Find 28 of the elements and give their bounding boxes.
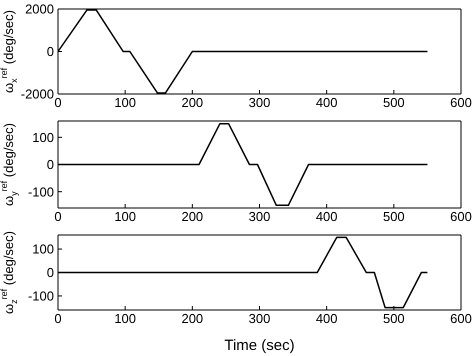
y-tick-label: -100 xyxy=(28,184,54,200)
x-tick-label: 500 xyxy=(382,95,405,110)
x-axis-title: Time (sec) xyxy=(224,337,295,354)
x-tick-label: 500 xyxy=(382,311,405,326)
x-tick-label: 100 xyxy=(114,95,136,110)
x-tick-label: 400 xyxy=(316,311,338,326)
y-tick-label: 100 xyxy=(32,242,54,257)
y-tick-label: 2000 xyxy=(25,2,54,17)
y-tick-label: 0 xyxy=(46,44,54,60)
x-tick-label: 300 xyxy=(248,95,270,110)
x-tick-label: 600 xyxy=(450,311,472,326)
x-tick-label: 400 xyxy=(316,95,338,110)
x-tick-label: 100 xyxy=(114,209,136,224)
x-tick-label: 300 xyxy=(248,209,270,224)
x-tick-label: 200 xyxy=(181,209,204,224)
x-tick-label: 500 xyxy=(382,209,405,224)
y-tick-label: -100 xyxy=(28,288,54,304)
x-tick-label: 600 xyxy=(450,95,472,110)
x-tick-label: 600 xyxy=(450,209,472,224)
y-tick-label: 100 xyxy=(32,130,54,145)
x-tick-label: 200 xyxy=(181,95,204,110)
y-tick-label: 0 xyxy=(46,265,54,280)
x-tick-label: 400 xyxy=(316,209,338,224)
x-tick-label: 300 xyxy=(248,311,270,326)
y-tick-label: 0 xyxy=(46,157,54,172)
x-tick-label: 200 xyxy=(181,311,204,326)
x-tick-label: 100 xyxy=(114,311,136,326)
y-tick-label: -2000 xyxy=(20,86,54,102)
